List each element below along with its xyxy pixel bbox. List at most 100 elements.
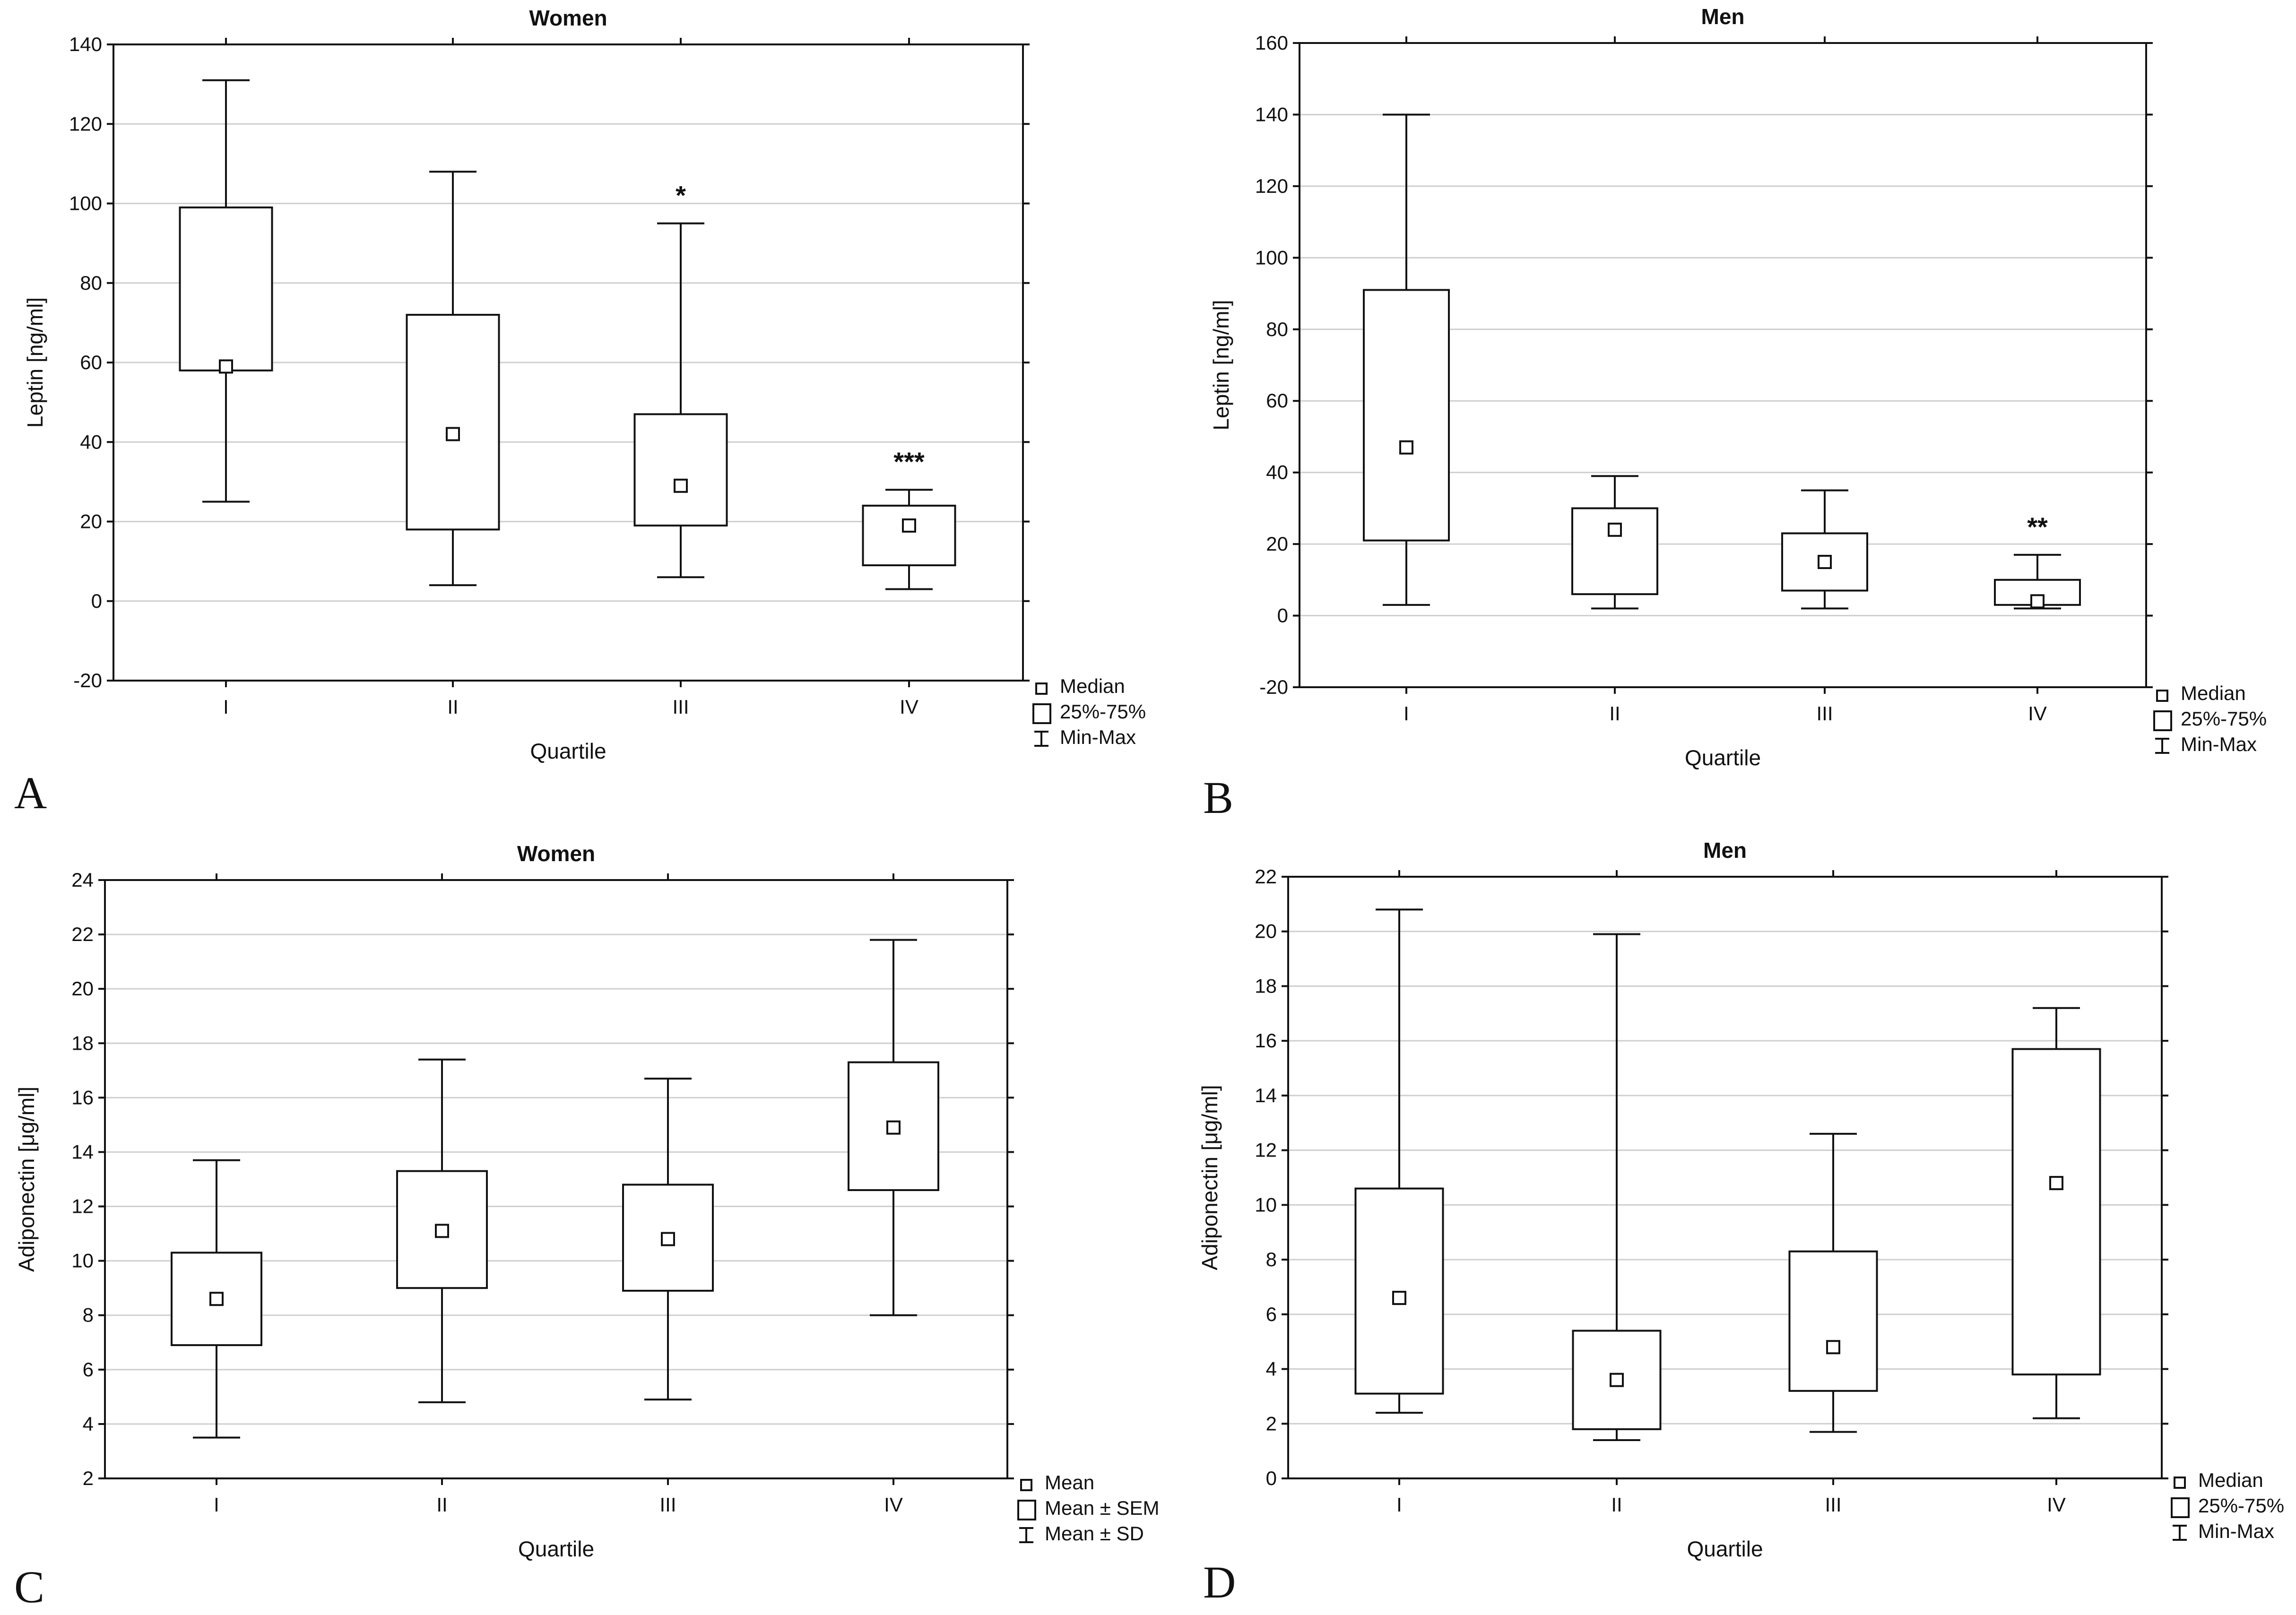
- y-tick-label: 120: [1255, 175, 1288, 197]
- legend-center-icon: [1035, 682, 1048, 695]
- center-marker: [1610, 1373, 1624, 1387]
- x-tick-label: II: [436, 1494, 447, 1516]
- y-tick-label: 6: [83, 1358, 94, 1381]
- y-tick-label: 14: [1255, 1084, 1277, 1106]
- x-tick-label: IV: [2028, 702, 2047, 725]
- box-iii: [633, 413, 728, 527]
- y-tick-label: 140: [69, 33, 102, 55]
- y-tick-label: 10: [1255, 1193, 1277, 1216]
- panel-letter: C: [14, 1562, 44, 1612]
- box-ii: [1571, 507, 1658, 596]
- y-tick-label: 10: [71, 1250, 94, 1272]
- y-axis-label: Leptin [ng/ml]: [23, 297, 47, 428]
- chart-panel-a: -20 0 20 40 60 80 100 120 140 Women Quartile Leptin…: [14, 6, 1146, 818]
- legend-box-icon: [1032, 703, 1051, 724]
- legend-label-box: 25%-75%: [2198, 1494, 2284, 1517]
- y-tick-label: 60: [80, 351, 102, 373]
- y-tick-label: 2: [83, 1467, 94, 1489]
- x-axis-label: Quartile: [530, 739, 606, 763]
- panel-letter: D: [1203, 1557, 1236, 1607]
- x-axis-label: Quartile: [1685, 745, 1761, 770]
- legend-label-whisker: Min-Max: [2198, 1520, 2274, 1542]
- box-iii: [1788, 1250, 1878, 1392]
- legend-box-icon: [2171, 1497, 2190, 1518]
- x-axis-label: Quartile: [518, 1537, 594, 1561]
- legend-label-center: Median: [1060, 675, 1125, 697]
- y-tick-label: 100: [1255, 246, 1288, 268]
- y-tick-label: 20: [71, 977, 94, 1000]
- legend: Median 25%-75% Min-Max: [2171, 1469, 2284, 1542]
- y-tick-label: 8: [83, 1304, 94, 1326]
- y-tick-label: 0: [91, 590, 102, 612]
- chart-panel-d: 0 2 4 6 8 10 12 14 16 18 20 22 Men Quartile Adiponecti…: [1197, 838, 2284, 1607]
- legend-box-icon: [2153, 710, 2172, 731]
- y-tick-label: 24: [71, 869, 94, 891]
- y-tick-label: -20: [73, 669, 102, 691]
- legend-label-box: Mean ± SEM: [1045, 1497, 1159, 1519]
- x-tick-label: I: [214, 1494, 219, 1516]
- plot-frame: [1299, 42, 2147, 688]
- x-tick-label: III: [672, 696, 689, 718]
- center-marker: [1399, 440, 1413, 455]
- center-marker: [886, 1120, 901, 1135]
- box-iv: [2011, 1048, 2101, 1376]
- y-tick-label: 100: [69, 192, 102, 215]
- center-marker: [1818, 554, 1832, 569]
- x-tick-label: II: [1611, 1494, 1622, 1516]
- legend: Mean Mean ± SEM Mean ± SD: [1017, 1471, 1159, 1545]
- y-tick-label: 4: [1266, 1358, 1277, 1380]
- legend-label-box: 25%-75%: [2181, 708, 2267, 730]
- x-tick-label: IV: [884, 1494, 903, 1516]
- chart-title: Men: [1701, 4, 1745, 29]
- y-tick-label: 14: [71, 1140, 94, 1163]
- y-tick-label: 18: [71, 1032, 94, 1054]
- significance-marker: *: [676, 181, 686, 210]
- y-tick-label: 12: [71, 1195, 94, 1218]
- y-tick-label: 80: [80, 272, 102, 294]
- box-i: [1363, 289, 1450, 542]
- center-marker: [661, 1232, 675, 1246]
- chart-title: Men: [1703, 838, 1747, 863]
- box-ii: [406, 314, 500, 531]
- center-marker: [435, 1224, 449, 1238]
- legend: Median 25%-75% Min-Max: [2153, 682, 2267, 755]
- legend-center-icon: [2156, 690, 2168, 702]
- y-tick-label: 4: [83, 1413, 94, 1435]
- y-tick-label: 6: [1266, 1303, 1277, 1325]
- y-tick-label: 12: [1255, 1139, 1277, 1161]
- significance-marker: **: [2027, 512, 2048, 542]
- center-marker: [1392, 1291, 1406, 1305]
- y-tick-label: 22: [1255, 865, 1277, 888]
- chart-panel-c: 24681012141618202224WomenQuartileAdipone…: [14, 841, 1159, 1612]
- x-tick-label: III: [1825, 1494, 1841, 1516]
- y-tick-label: 80: [1266, 318, 1288, 340]
- significance-marker: ***: [893, 447, 925, 476]
- legend-label-box: 25%-75%: [1060, 700, 1146, 723]
- legend-center-icon: [1020, 1479, 1032, 1491]
- plot-frame: [104, 879, 1008, 1479]
- x-tick-label: II: [447, 696, 458, 718]
- y-tick-label: 16: [71, 1086, 94, 1108]
- center-marker: [1826, 1340, 1840, 1355]
- plot-frame: [1287, 876, 2163, 1479]
- x-tick-label: III: [659, 1494, 676, 1516]
- y-tick-label: 60: [1266, 389, 1288, 412]
- legend-label-whisker: Mean ± SD: [1045, 1522, 1144, 1545]
- y-tick-label: 20: [1255, 920, 1277, 942]
- x-tick-label: II: [1609, 702, 1620, 725]
- y-tick-label: 120: [69, 112, 102, 135]
- center-marker: [209, 1292, 224, 1306]
- y-axis-label: Adiponectin [μg/ml]: [14, 1087, 39, 1272]
- y-tick-label: 0: [1266, 1467, 1277, 1489]
- y-tick-label: 20: [1266, 533, 1288, 555]
- center-marker: [902, 518, 916, 533]
- y-tick-label: 40: [80, 431, 102, 453]
- legend-label-whisker: Min-Max: [2181, 733, 2257, 755]
- chart-title: Women: [517, 841, 595, 866]
- center-marker: [219, 359, 233, 374]
- legend-label-center: Mean: [1045, 1471, 1094, 1494]
- panel-letter: B: [1203, 772, 1233, 823]
- y-tick-label: -20: [1259, 676, 1288, 698]
- y-axis-label: Leptin [ng/ml]: [1209, 300, 1233, 430]
- x-tick-label: IV: [2047, 1494, 2066, 1516]
